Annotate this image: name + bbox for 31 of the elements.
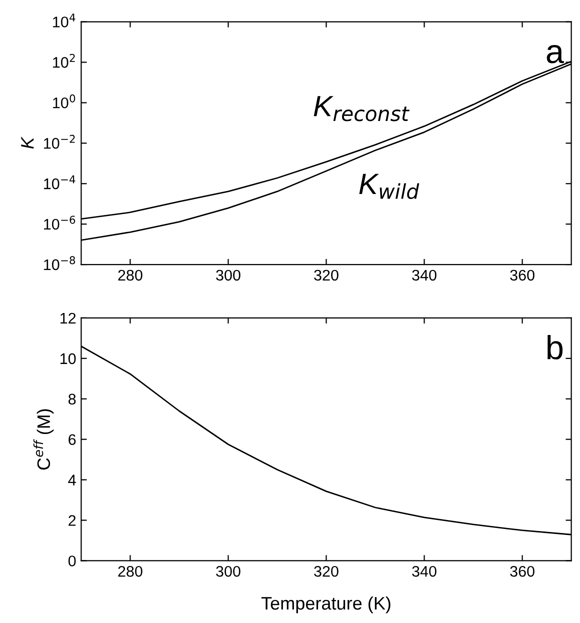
y-tick-label: 6 xyxy=(68,434,76,446)
y-tick-label: 4 xyxy=(68,474,76,486)
x-tick-label: 300 xyxy=(216,270,240,281)
x-tick-label: 280 xyxy=(118,566,142,577)
x-tick-label: 360 xyxy=(510,566,534,577)
y-tick-label: 12 xyxy=(60,312,76,324)
y-tick-label: 10$^{2}$ xyxy=(53,54,75,68)
x-tick-label: 300 xyxy=(216,566,240,577)
y-axis-title: C$^{eff}$ (M) xyxy=(33,409,54,470)
y-tick-label: 10$^{0}$ xyxy=(53,94,76,108)
y-tick-label: 10$^{−4}$ xyxy=(44,175,76,190)
annotation: a xyxy=(546,45,564,64)
annotation: b xyxy=(548,334,563,360)
y-tick-label: 10$^{−6}$ xyxy=(44,216,76,230)
y-tick-label: 10$^{−2}$ xyxy=(44,134,75,149)
x-tick-label: 340 xyxy=(412,270,436,281)
x-tick-label: 320 xyxy=(314,270,338,281)
x-axis-title: Temperature (K) xyxy=(261,596,390,614)
y-tick-label: 2 xyxy=(68,515,76,526)
x-tick-label: 360 xyxy=(510,270,534,281)
y-tick-label: 0 xyxy=(68,556,76,566)
y-tick-label: 10$^{−8}$ xyxy=(44,256,76,270)
x-tick-label: 340 xyxy=(412,566,436,577)
y-axis-title: K xyxy=(21,136,34,149)
x-tick-label: 280 xyxy=(118,270,142,281)
y-tick-label: 10 xyxy=(60,353,76,364)
x-tick-label: 320 xyxy=(314,566,338,577)
series-label: K$_{wild}$ xyxy=(359,174,420,200)
y-tick-label: 8 xyxy=(68,394,76,405)
series-label: K$_{reconst}$ xyxy=(314,96,410,122)
y-tick-label: 10$^{4}$ xyxy=(53,14,76,28)
